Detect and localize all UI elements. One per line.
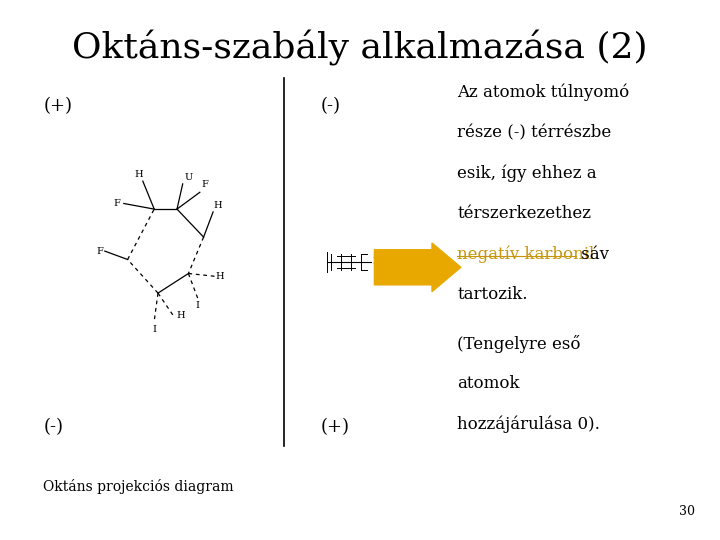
Text: H: H <box>135 170 143 179</box>
Text: H: H <box>176 311 185 320</box>
Text: tartozik.: tartozik. <box>457 286 528 303</box>
Text: negatív karbonil: negatív karbonil <box>457 246 595 263</box>
Text: atomok: atomok <box>457 375 520 392</box>
Text: F: F <box>96 247 103 255</box>
Text: esik, így ehhez a: esik, így ehhez a <box>457 165 597 182</box>
Text: H: H <box>213 201 222 210</box>
Text: térszerkezethez: térszerkezethez <box>457 205 591 222</box>
Text: I: I <box>372 258 376 266</box>
Text: 30: 30 <box>679 505 695 518</box>
Text: (-): (-) <box>43 418 63 436</box>
Text: (-): (-) <box>320 97 341 115</box>
Text: I: I <box>152 325 156 334</box>
Text: Oktáns-szabály alkalmazása (2): Oktáns-szabály alkalmazása (2) <box>72 30 648 66</box>
Text: F: F <box>202 180 209 189</box>
Text: H: H <box>216 272 225 281</box>
Text: sáv: sáv <box>576 246 609 262</box>
Text: I: I <box>196 301 200 310</box>
Text: (+): (+) <box>320 418 349 436</box>
Text: Az atomok túlnyomó: Az atomok túlnyomó <box>457 84 629 101</box>
Text: része (-) térrészbe: része (-) térrészbe <box>457 124 611 141</box>
Text: U: U <box>185 173 193 182</box>
Text: Oktáns projekciós diagram: Oktáns projekciós diagram <box>43 479 234 494</box>
FancyArrow shape <box>374 243 461 292</box>
Text: (+): (+) <box>43 97 72 115</box>
Text: F: F <box>113 199 120 208</box>
Text: (Tengelyre eső: (Tengelyre eső <box>457 335 581 353</box>
Text: hozzájárulása 0).: hozzájárulása 0). <box>457 416 600 433</box>
